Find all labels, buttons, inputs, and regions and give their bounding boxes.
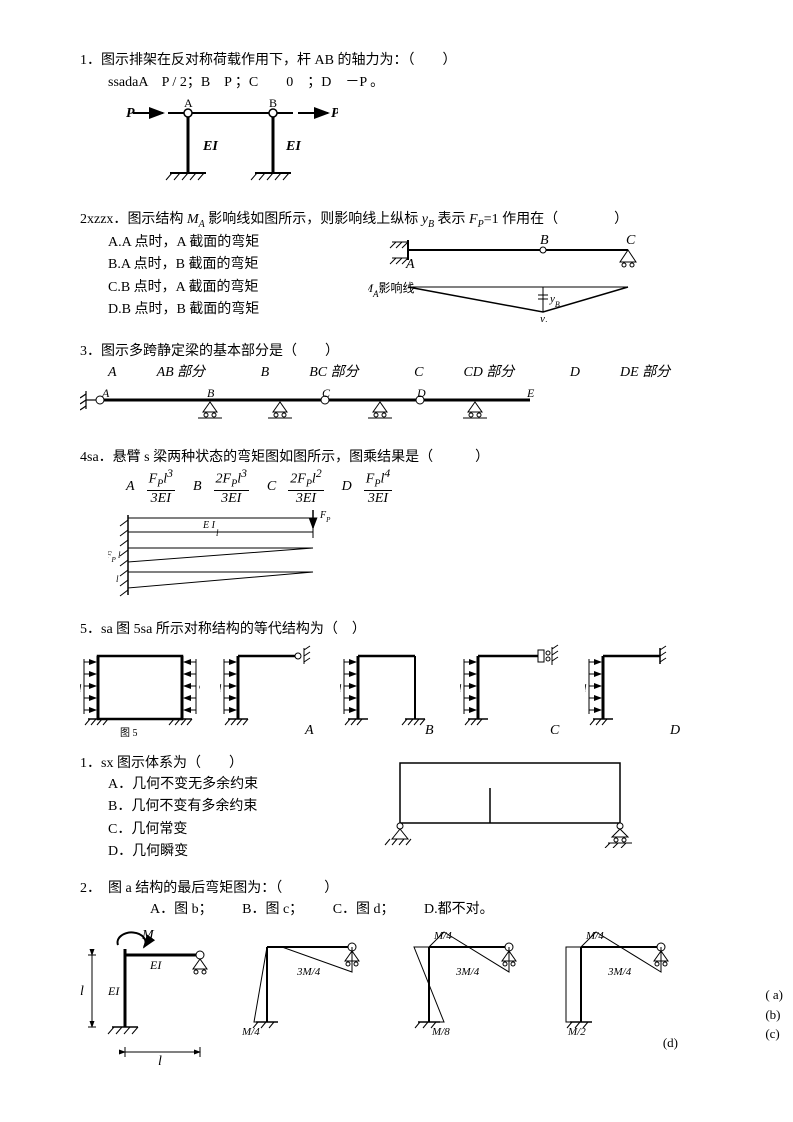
- svg-text:C: C: [626, 233, 636, 248]
- question-5: 5．sa 图 5sa 所示对称结构的等代结构为（ ） q q 图 5 q: [80, 619, 723, 739]
- q4-num: 4sa．: [80, 450, 113, 465]
- q3-options: A AB 部分 B BC 部分 C CD 部分 D DE 部分: [80, 362, 723, 384]
- question-2: 2xzzx．图示结构 MA 影响线如图所示，则影响线上纵标 yB 表示 FP=1…: [80, 209, 723, 327]
- q7-opt-a: A．图 b；: [150, 902, 213, 917]
- svg-text:D: D: [669, 723, 680, 738]
- q6-options: A．几何不变无多余约束 B．几何不变有多余约束 C．几何常变 D．几何瞬变: [80, 774, 360, 864]
- q7-opt-d: D.都不对。: [424, 902, 494, 917]
- q3-num: 3．: [80, 344, 101, 359]
- svg-text:FP l: FP l: [108, 550, 121, 564]
- svg-text:q: q: [199, 680, 200, 692]
- q2-opt-a: A.A 点时，A 截面的弯矩: [108, 232, 368, 254]
- q2-text: 2xzzx．图示结构 MA 影响线如图所示，则影响线上纵标 yB 表示 FP=1…: [80, 209, 723, 232]
- q6-figure: [360, 753, 660, 864]
- q5-num: 5．: [80, 622, 101, 637]
- svg-text:C: C: [322, 388, 331, 400]
- svg-text:M/2: M/2: [567, 1026, 586, 1038]
- svg-text:B: B: [540, 233, 549, 248]
- svg-text:q: q: [340, 680, 342, 692]
- q7-opt-c: C．图 d；: [333, 902, 395, 917]
- svg-text:E I: E I: [202, 520, 216, 531]
- q4-figure: E I l FP FP l l: [80, 510, 723, 605]
- q2-opt-c: C.B 点时，A 截面的弯矩: [108, 277, 368, 299]
- svg-text:q: q: [80, 680, 82, 692]
- svg-text:C: C: [550, 723, 560, 738]
- svg-text:l: l: [216, 528, 219, 538]
- q6-opt-c: C．几何常变: [108, 819, 360, 841]
- q7-side-labels: ( a) (b) (c): [765, 985, 783, 1044]
- q2-num: 2xzzx．: [80, 212, 127, 227]
- q7-body: 图 a 结构的最后弯矩图为：（ ）: [108, 881, 338, 896]
- svg-text:l: l: [158, 1054, 162, 1067]
- svg-text:3M/4: 3M/4: [455, 966, 480, 978]
- question-3: 3．图示多跨静定梁的基本部分是（ ） A AB 部分 B BC 部分 C CD …: [80, 341, 723, 433]
- q1-text: 1．图示排架在反对称荷载作用下，杆 AB 的轴力为：（ ）: [80, 50, 723, 71]
- q1-svg: P P A B EI EI: [108, 95, 338, 190]
- q3-figure: A B C D E: [80, 388, 723, 433]
- svg-text:EI: EI: [107, 984, 120, 998]
- q6-opt-b: B．几何不变有多余约束: [108, 796, 360, 818]
- roller: [198, 402, 222, 418]
- svg-text:q: q: [460, 680, 462, 692]
- svg-text:FP: FP: [319, 510, 331, 524]
- svg-text:M/4: M/4: [242, 1026, 260, 1038]
- q1-body: 图示排架在反对称荷载作用下，杆 AB 的轴力为：（ ）: [101, 53, 456, 68]
- svg-text:A: A: [184, 96, 193, 110]
- q6-opt-a: A．几何不变无多余约束: [108, 774, 360, 796]
- label-a: ( a): [765, 985, 783, 1005]
- svg-text:EI: EI: [202, 139, 218, 154]
- svg-text:MA影响线: MA影响线: [368, 280, 415, 299]
- svg-text:q: q: [585, 680, 587, 692]
- q6-body: sx 图示体系为（ ）: [101, 756, 243, 771]
- q5-figure: q q 图 5 q A q B: [80, 644, 723, 739]
- q7-figure: M EI EI l l 3M/4: [80, 927, 723, 1067]
- svg-text:M/8: M/8: [431, 1026, 450, 1038]
- q1-line2: ssadaA P / 2；B P ；C 0 ；D －P 。: [80, 71, 723, 91]
- svg-text:EI: EI: [285, 139, 301, 154]
- q1-figure: P P A B EI EI: [80, 95, 723, 195]
- q6-opt-d: D．几何瞬变: [108, 841, 360, 863]
- q7-opt-b: B．图 c；: [242, 902, 303, 917]
- q6-num: 1．: [80, 756, 101, 771]
- q2-opt-b: B.A 点时，B 截面的弯矩: [108, 254, 368, 276]
- q3-body: 图示多跨静定梁的基本部分是（ ）: [101, 344, 339, 359]
- svg-text:A: A: [405, 257, 415, 272]
- svg-text:D: D: [416, 388, 426, 400]
- question-1: 1．图示排架在反对称荷载作用下，杆 AB 的轴力为：（ ） ssadaA P /…: [80, 50, 723, 195]
- p-right: P: [331, 106, 338, 121]
- label-c: (c): [765, 1024, 783, 1044]
- label-d: (d): [663, 1035, 678, 1051]
- q4-body: 悬臂 s 梁两种状态的弯矩图如图所示，图乘结果是（ ）: [113, 450, 489, 465]
- q2-options: A.A 点时，A 截面的弯矩 B.A 点时，B 截面的弯矩 C.B 点时，A 截…: [80, 232, 368, 327]
- svg-text:l: l: [80, 984, 84, 999]
- q4-options: A FPl33EI B 2FPl33EI C 2FPl23EI D FPl43E…: [80, 468, 723, 506]
- svg-text:图 5: 图 5: [120, 727, 138, 739]
- svg-text:M: M: [141, 928, 155, 943]
- q2-opt-d: D.B 点时，B 截面的弯矩: [108, 299, 368, 321]
- svg-text:B: B: [425, 723, 434, 738]
- svg-text:B: B: [207, 388, 215, 400]
- svg-text:A: A: [101, 388, 110, 400]
- svg-text:q: q: [220, 680, 222, 692]
- question-6: 1．sx 图示体系为（ ） A．几何不变无多余约束 B．几何不变有多余约束 C．…: [80, 753, 723, 864]
- svg-text:3M/4: 3M/4: [296, 966, 321, 978]
- svg-text:B: B: [269, 96, 277, 110]
- q2-figure: A B C MA影响线 yB yb: [368, 232, 668, 327]
- question-7: 2． 图 a 结构的最后弯矩图为：（ ） A．图 b； B．图 c； C．图 d…: [80, 878, 723, 1067]
- svg-text:yB: yB: [549, 293, 560, 309]
- svg-text:3M/4: 3M/4: [607, 966, 632, 978]
- q7-options: A．图 b； B．图 c； C．图 d； D.都不对。: [80, 899, 723, 921]
- question-4: 4sa．悬臂 s 梁两种状态的弯矩图如图所示，图乘结果是（ ） A FPl33E…: [80, 447, 723, 605]
- svg-text:l: l: [116, 574, 119, 584]
- q7-num: 2．: [80, 881, 108, 896]
- q5-body: sa 图 5sa 所示对称结构的等代结构为（ ）: [101, 622, 366, 637]
- svg-text:EI: EI: [149, 958, 162, 972]
- svg-text:A: A: [304, 723, 314, 738]
- label-b: (b): [765, 1005, 783, 1025]
- svg-text:E: E: [526, 388, 535, 400]
- p-left: P: [126, 106, 135, 121]
- svg-text:yb: yb: [539, 313, 549, 322]
- q1-num: 1．: [80, 53, 101, 68]
